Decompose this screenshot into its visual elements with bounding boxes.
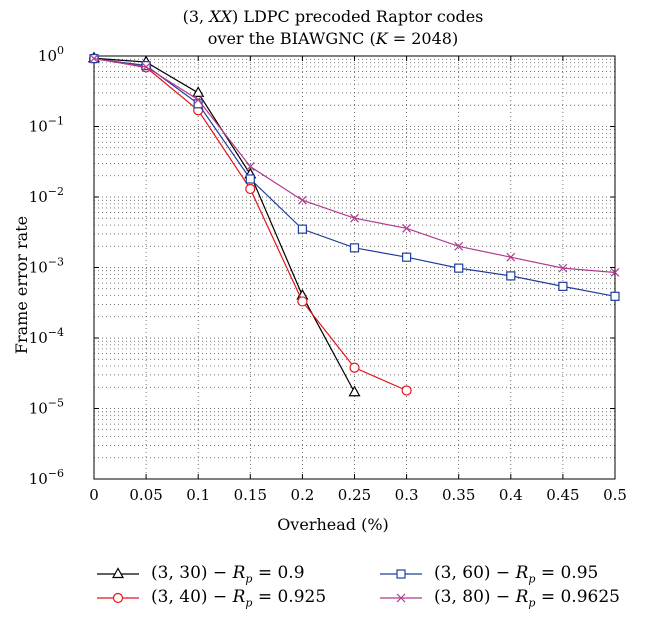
data-point bbox=[193, 95, 203, 105]
x-tick-label: 0.3 bbox=[395, 486, 419, 504]
data-point bbox=[245, 183, 256, 195]
axis-ticks: 0 0.05 0.1 0.15 0.2 0.25 0.3 0.35 0.4 0.45 0.5 100 1… bbox=[29, 44, 627, 504]
legend-marker bbox=[396, 569, 406, 579]
y-tick-label: 10−5 bbox=[29, 397, 64, 418]
x-tick-label: 0.15 bbox=[234, 486, 267, 504]
legend-label-series-3: (3, 60) − Rp = 0.95 bbox=[434, 562, 599, 586]
grid-lines bbox=[94, 56, 615, 479]
legend-swatch-series-1 bbox=[97, 567, 139, 579]
x-tick-label: 0.1 bbox=[186, 486, 210, 504]
legend-swatch-series-2 bbox=[97, 592, 139, 604]
x-tick-label: 0.05 bbox=[129, 486, 162, 504]
data-point bbox=[610, 291, 620, 301]
series-3 bbox=[89, 53, 620, 301]
legend-label-series-1: (3, 30) − Rp = 0.9 bbox=[151, 562, 305, 586]
data-point bbox=[558, 263, 568, 273]
data-point bbox=[348, 385, 361, 397]
data-point bbox=[506, 271, 516, 281]
x-tick-label: 0 bbox=[89, 486, 99, 504]
data-point bbox=[558, 281, 568, 291]
x-tick-label: 0.45 bbox=[546, 486, 579, 504]
y-tick-label: 10−6 bbox=[29, 467, 64, 488]
data-point bbox=[141, 62, 151, 72]
y-tick-label: 10−1 bbox=[29, 115, 64, 136]
legend-item: (3, 40) − Rp = 0.925 bbox=[95, 586, 326, 610]
data-point bbox=[506, 252, 516, 262]
legend-item: (3, 60) − Rp = 0.95 bbox=[378, 562, 598, 586]
x-axis-label: Overhead (%) bbox=[277, 515, 389, 534]
chart-title-line-2: over the BIAWGNC (K = 2048) bbox=[208, 29, 458, 48]
data-point bbox=[402, 252, 412, 262]
y-tick-label: 10−2 bbox=[29, 185, 64, 206]
data-point bbox=[349, 362, 360, 373]
data-point bbox=[245, 174, 255, 184]
y-tick-label: 100 bbox=[38, 44, 64, 65]
data-point bbox=[454, 263, 464, 273]
data-point bbox=[349, 243, 360, 253]
data-point bbox=[402, 223, 412, 233]
x-tick-label: 0.5 bbox=[603, 486, 627, 504]
data-point bbox=[141, 61, 151, 71]
data-point bbox=[245, 162, 255, 172]
series-4 bbox=[89, 54, 620, 277]
x-tick-label: 0.35 bbox=[442, 486, 475, 504]
data-point bbox=[401, 385, 412, 396]
data-point bbox=[192, 86, 205, 97]
series-layer bbox=[87, 51, 620, 397]
legend-item: (3, 80) − Rp = 0.9625 bbox=[378, 586, 620, 610]
series-1 bbox=[87, 51, 361, 397]
legend-label-series-2: (3, 40) − Rp = 0.925 bbox=[151, 586, 327, 610]
legend-marker bbox=[396, 593, 406, 603]
data-point bbox=[297, 195, 307, 205]
legend-swatch-series-3 bbox=[380, 569, 422, 579]
data-point bbox=[350, 213, 359, 223]
x-tick-label: 0.25 bbox=[338, 486, 371, 504]
legend-marker bbox=[111, 567, 125, 579]
x-tick-label: 0.4 bbox=[499, 486, 523, 504]
data-point bbox=[454, 241, 464, 251]
x-tick-label: 0.2 bbox=[290, 486, 314, 504]
series-line bbox=[93, 57, 356, 393]
y-axis-label: Frame error rate bbox=[12, 216, 31, 354]
legend-label-series-4: (3, 80) − Rp = 0.9625 bbox=[434, 586, 620, 610]
chart-title-line-1: (3, XX) LDPC precoded Raptor codes bbox=[183, 7, 484, 26]
y-tick-label: 10−3 bbox=[29, 256, 64, 277]
data-point bbox=[297, 224, 307, 234]
data-point bbox=[297, 296, 308, 307]
y-tick-label: 10−4 bbox=[29, 326, 64, 347]
legend-marker bbox=[112, 592, 124, 604]
frame-error-rate-chart: 0 0.05 0.1 0.15 0.2 0.25 0.3 0.35 0.4 0.45 0.5 100 1… bbox=[12, 7, 627, 534]
legend: (3, 30) − Rp = 0.9 (3, 40) − Rp = 0.925 … bbox=[0, 560, 651, 617]
data-point bbox=[89, 54, 99, 63]
legend-swatch-series-4 bbox=[380, 593, 422, 603]
data-point bbox=[610, 268, 620, 277]
legend-item: (3, 30) − Rp = 0.9 bbox=[95, 562, 305, 586]
